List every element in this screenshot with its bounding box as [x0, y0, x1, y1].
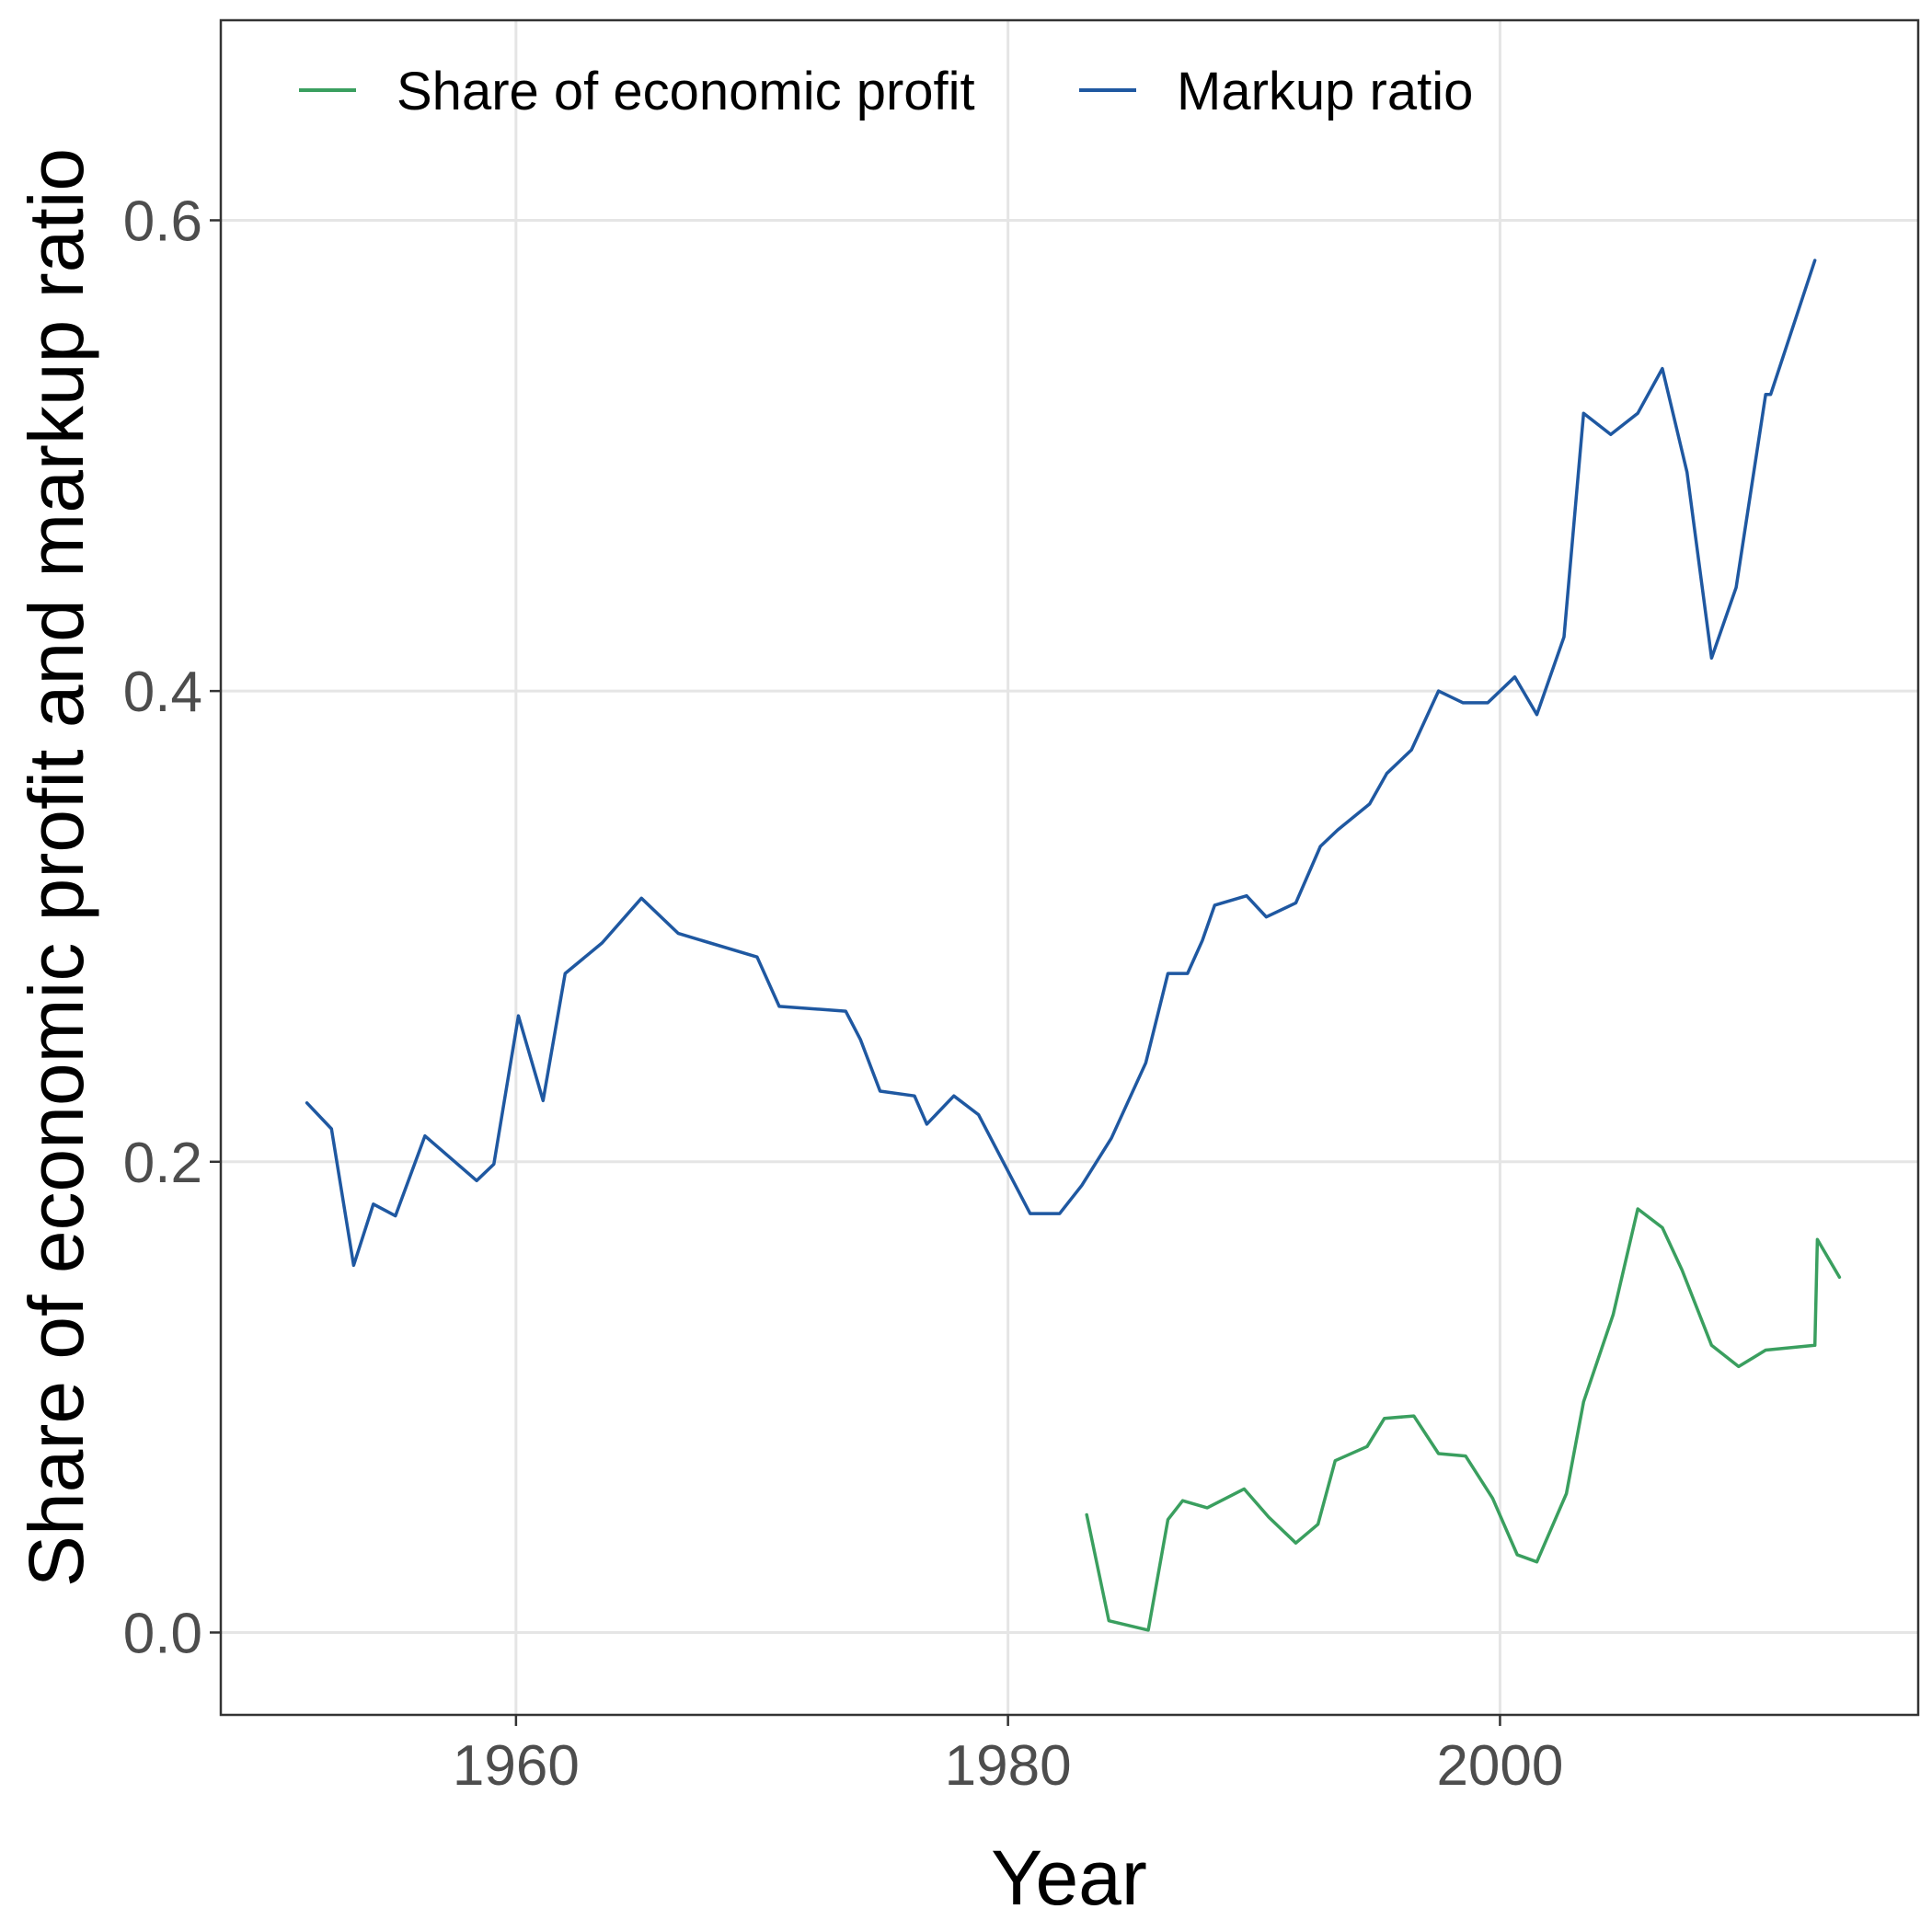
x-tick-label: 2000	[1436, 1734, 1563, 1798]
y-tick-label: 0.6	[123, 190, 202, 253]
x-tick-label: 1960	[453, 1734, 580, 1798]
plot-panel-border	[219, 18, 1920, 1717]
y-axis-ticks: 0.0 0.2 0.4 0.6	[123, 190, 221, 1665]
y-tick-label: 0.2	[123, 1132, 202, 1195]
plot-series	[305, 259, 1842, 1632]
x-axis-ticks: 1960 1980 2000	[453, 1715, 1563, 1798]
gridlines	[221, 20, 1918, 1715]
y-tick-label: 0.0	[123, 1602, 202, 1665]
x-tick-label: 1980	[945, 1734, 1072, 1798]
y-axis-title: Share of economic profit and markup rati…	[13, 148, 99, 1587]
legend-label-share-of-economic-profit: Share of economic profit	[397, 62, 975, 121]
legend: Share of economic profit Markup ratio	[299, 62, 1473, 121]
legend-label-markup-ratio: Markup ratio	[1177, 62, 1473, 121]
series-line-markup-ratio	[305, 259, 1817, 1268]
series-line-share-of-economic-profit	[1085, 1207, 1842, 1632]
y-tick-label: 0.4	[123, 661, 202, 724]
x-axis-title: Year	[991, 1834, 1147, 1921]
